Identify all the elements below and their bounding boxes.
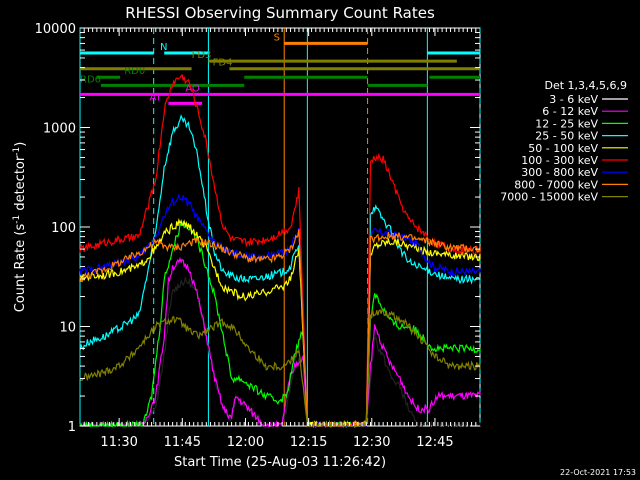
legend-entry-label: 6 - 12 keV: [542, 105, 598, 118]
series-line: [79, 73, 481, 428]
series-line: [79, 229, 481, 428]
y-axis-label: Count Rate (s-1 detector-1): [12, 142, 28, 313]
y-tick-label: 10: [59, 321, 76, 336]
chart-title: RHESSI Observing Summary Count Rates: [125, 4, 435, 22]
legend-entry-label: 100 - 300 keV: [521, 154, 598, 167]
generation-timestamp: 22-Oct-2021 17:53: [560, 468, 636, 477]
series-line: [79, 308, 481, 428]
flag-bar-label: FD3: [192, 50, 212, 61]
legend-entry-label: 50 - 100 keV: [528, 142, 598, 155]
y-axis-label-superscript: -1: [12, 215, 22, 224]
flag-bar-label: S: [274, 32, 280, 43]
series-line: [79, 218, 481, 429]
y-axis: 1 10 100 1000 10000: [35, 22, 480, 435]
series-line: [79, 275, 481, 429]
legend-entry-label: 7000 - 15000 keV: [500, 191, 598, 204]
y-tick-label: 10000: [35, 22, 76, 37]
series-line: [79, 114, 481, 429]
legend-entry-label: 300 - 800 keV: [521, 166, 598, 179]
x-tick-label: 12:45: [416, 435, 453, 450]
legend-title: Det 1,3,4,5,6,9: [544, 79, 627, 92]
flag-bar-label: AT: [149, 92, 162, 103]
flag-bar-label: N: [160, 42, 167, 53]
series-lines: [79, 73, 481, 429]
x-tick-label: 11:45: [164, 435, 201, 450]
x-tick-label: 12:00: [227, 435, 264, 450]
y-axis-label-part: Count Rate (s: [13, 224, 28, 313]
x-tick-label: 11:30: [100, 435, 137, 450]
y-axis-label-part: detector: [13, 155, 28, 215]
x-axis: 11:30 11:45 12:00 12:15 12:30 12:45: [83, 28, 477, 450]
flag-bar-label: RD0: [124, 66, 145, 77]
flag-bar-label: AO: [185, 83, 200, 94]
y-tick-label: 1: [68, 420, 76, 435]
x-tick-label: 12:30: [353, 435, 390, 450]
x-tick-label: 12:15: [290, 435, 327, 450]
legend-entry-label: 12 - 25 keV: [535, 117, 598, 130]
legend-entry-label: 25 - 50 keV: [535, 130, 598, 143]
y-tick-label: 100: [51, 221, 76, 236]
y-axis-label-superscript: -1: [12, 147, 22, 156]
x-axis-label: Start Time (25-Aug-03 11:26:42): [174, 455, 386, 470]
y-tick-label: 1000: [43, 122, 76, 137]
y-axis-label-part: ): [13, 142, 28, 147]
legend-entry-label: 800 - 7000 keV: [514, 178, 598, 191]
flag-bar-label: RD6: [80, 74, 101, 85]
flag-bar-label: FD4: [213, 58, 233, 69]
legend-entry-label: 3 - 6 keV: [549, 93, 598, 106]
